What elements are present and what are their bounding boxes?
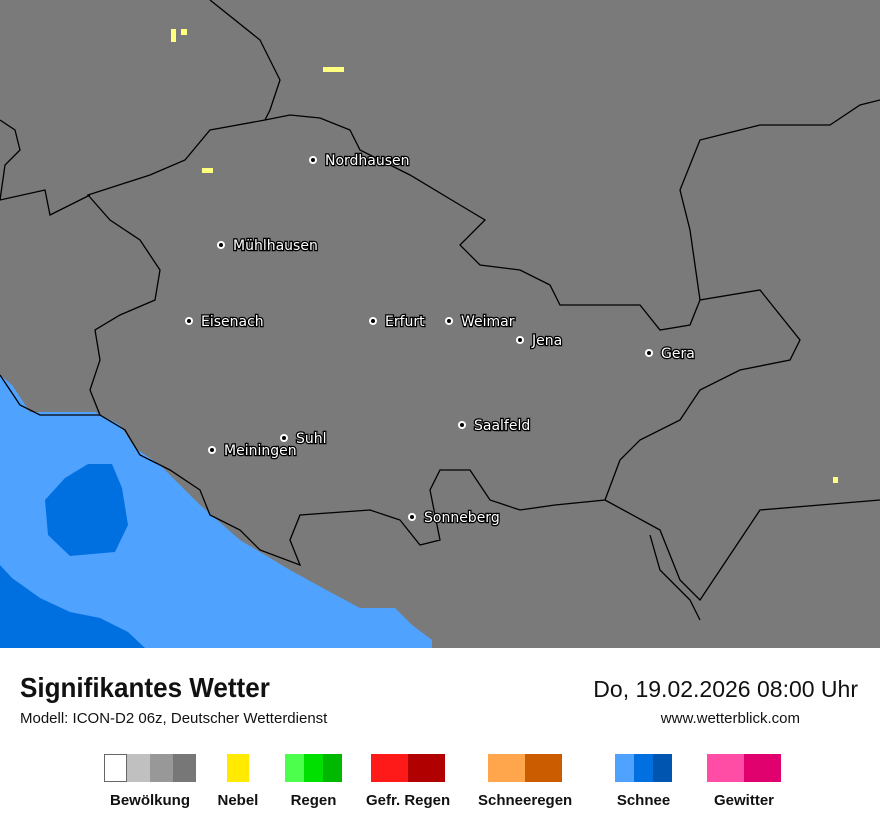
legend-swatch — [104, 754, 196, 782]
legend-swatch — [488, 754, 563, 782]
city-label: Meiningen — [224, 443, 297, 459]
legend-item-0: Bewölkung — [104, 754, 196, 809]
model-info: Modell: ICON-D2 06z, Deutscher Wetterdie… — [20, 710, 328, 727]
borders — [0, 0, 880, 621]
legend-item-6: Gewitter — [707, 754, 781, 809]
weather-map: Nordhausen Mühlhausen Eisenach Erfurt Weimar… — [0, 0, 880, 648]
legend-swatch — [285, 754, 342, 782]
legend-swatch — [615, 754, 672, 782]
city-sonneberg: Sonneberg — [408, 509, 501, 527]
city-label: Suhl — [296, 431, 327, 447]
city-saalfeld: Saalfeld — [458, 417, 532, 435]
city-label: Saalfeld — [474, 418, 530, 434]
city-label: Jena — [531, 333, 562, 349]
snow-medium-area — [0, 464, 145, 648]
legend-label: Schnee — [616, 792, 671, 809]
legend-label: Gefr. Regen — [366, 792, 451, 809]
snow-light-area — [0, 375, 432, 648]
legend-item-2: Regen — [285, 754, 342, 809]
legend-swatch — [707, 754, 781, 782]
legend-swatch — [371, 754, 446, 782]
city-nordhausen: Nordhausen — [309, 152, 411, 170]
forecast-datetime: Do, 19.02.2026 08:00 Uhr — [593, 676, 858, 702]
city-mühlhausen: Mühlhausen — [217, 237, 319, 255]
legend-label: Schneeregen — [478, 792, 573, 809]
city-label: Erfurt — [385, 314, 425, 330]
legend-label: Gewitter — [713, 792, 774, 809]
city-gera: Gera — [645, 345, 696, 363]
legend-swatch — [226, 754, 249, 782]
city-erfurt: Erfurt — [369, 313, 426, 331]
legend-label: Bewölkung — [109, 792, 190, 809]
city-label: Sonneberg — [424, 510, 500, 526]
legend-label: Nebel — [217, 792, 259, 809]
legend-item-4: Schneeregen — [478, 754, 572, 809]
map-title: Signifikantes Wetter — [20, 672, 270, 703]
city-label: Mühlhausen — [233, 238, 318, 254]
website-link[interactable]: www.wetterblick.com — [660, 710, 800, 727]
city-weimar: Weimar — [445, 313, 516, 331]
city-markers: Nordhausen Mühlhausen Eisenach Erfurt Weimar… — [185, 152, 696, 527]
legend-label: Regen — [290, 792, 337, 809]
city-meiningen: Meiningen — [208, 442, 298, 460]
city-suhl: Suhl — [280, 430, 328, 448]
city-label: Nordhausen — [325, 153, 410, 169]
city-jena: Jena — [516, 332, 563, 350]
city-label: Gera — [661, 346, 695, 362]
city-label: Weimar — [461, 314, 515, 330]
legend-item-1: Nebel — [217, 754, 259, 809]
fog-patches — [171, 29, 838, 483]
legend-item-5: Schnee — [615, 754, 672, 809]
city-label: Eisenach — [201, 314, 264, 330]
legend-item-3: Gefr. Regen — [366, 754, 450, 809]
map-footer: Signifikantes Wetter Modell: ICON-D2 06z… — [0, 648, 880, 830]
city-eisenach: Eisenach — [185, 313, 265, 331]
